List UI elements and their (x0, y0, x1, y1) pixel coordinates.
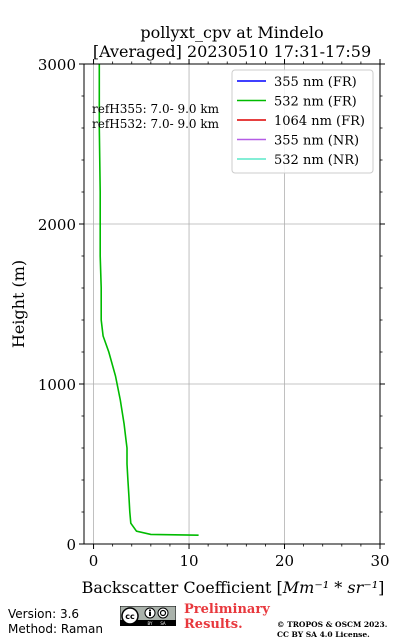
x-tick-label: 20 (275, 552, 294, 570)
ref-height-532: refH532: 7.0- 9.0 km (92, 117, 220, 131)
version-text: Version: 3.6 (8, 607, 80, 621)
chart-title-line1: pollyxt_cpv at Mindelo (140, 23, 323, 42)
chart-title-line2: [Averaged] 20230510 17:31-17:59 (93, 42, 371, 61)
method-text: Method: Raman (8, 622, 103, 636)
preliminary-line2: Results. (184, 617, 243, 632)
x-tick-label: 30 (370, 552, 389, 570)
axis-ticks (79, 59, 385, 549)
y-tick-label: 2000 (38, 216, 76, 234)
svg-text:BY: BY (148, 621, 154, 626)
preliminary-notice: Preliminary Results. (184, 602, 270, 632)
y-axis-label: Height (m) (9, 260, 28, 348)
y-tick-label: 3000 (38, 56, 76, 74)
legend: 355 nm (FR) 532 nm (FR) 1064 nm (FR) 355 nm… (231, 69, 374, 174)
series-line-532-nm-fr- (98, 64, 199, 536)
plot-frame (83, 63, 381, 545)
x-axis-label-end: ] (378, 578, 384, 597)
legend-entry: 532 nm (NR) (274, 153, 359, 168)
preliminary-line1: Preliminary (184, 602, 270, 617)
ref-height-355: refH355: 7.0- 9.0 km (92, 102, 220, 116)
copyright-line1: © TROPOS & OSCM 2023. (277, 620, 388, 629)
copyright-notice: © TROPOS & OSCM 2023. CC BY SA 4.0 Licen… (277, 620, 387, 640)
y-tick-label: 0 (66, 536, 76, 554)
x-axis-label-unit: Mm⁻¹ * sr⁻¹ (282, 578, 378, 597)
svg-text:SA: SA (160, 621, 166, 626)
version-info: Version: 3.6 Method: Raman (8, 607, 103, 637)
x-axis-label-text: Backscatter Coefficient [ (82, 578, 283, 597)
svg-text:cc: cc (125, 612, 135, 621)
y-tick-label: 1000 (38, 376, 76, 394)
cc-by-sa-logo: cc BY SA (120, 606, 176, 626)
x-axis-label: Backscatter Coefficient [Mm⁻¹ * sr⁻¹] (82, 578, 385, 597)
legend-entry: 355 nm (NR) (274, 134, 359, 149)
copyright-line2: CC BY SA 4.0 License. (277, 630, 370, 639)
legend-entry: 1064 nm (FR) (274, 114, 365, 129)
legend-box (231, 69, 374, 174)
tick-labels: 0 10 20 30 0 1000 2000 3000 (38, 56, 390, 570)
legend-entry: 532 nm (FR) (274, 95, 357, 110)
legend-entry: 355 nm (FR) (274, 75, 357, 90)
x-tick-label: 10 (179, 552, 198, 570)
x-tick-label: 0 (89, 552, 99, 570)
data-series (98, 64, 199, 536)
